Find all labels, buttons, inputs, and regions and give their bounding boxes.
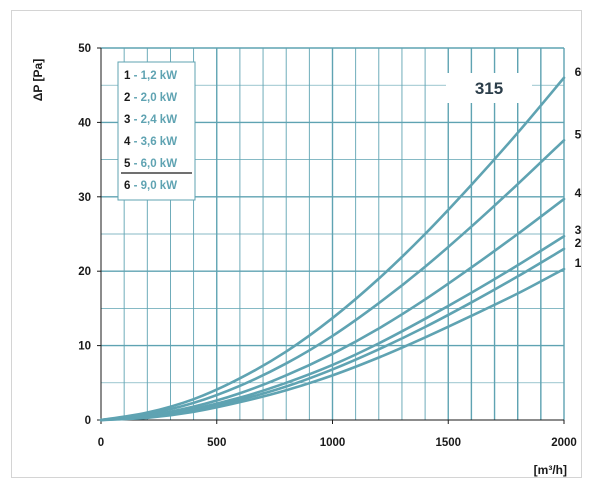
- series-line-3: [99, 234, 566, 422]
- x-tick-labels: 0 500 1000 1500 2000: [98, 437, 577, 449]
- series-label-2: 2: [575, 236, 582, 250]
- legend-entry-2: 2 - 2,0 kW: [124, 92, 177, 104]
- x-tick-label: 1000: [320, 437, 346, 449]
- series-line-4: [99, 197, 566, 422]
- x-tick-label: 1500: [435, 437, 461, 449]
- series-line-6: [99, 76, 566, 422]
- y-tick-labels: 0 10 20 30 40 50: [78, 43, 91, 427]
- legend-entry-3: 3 - 2,4 kW: [124, 114, 177, 126]
- y-tick-label: 30: [78, 192, 91, 204]
- x-tick-label: 500: [207, 437, 226, 449]
- y-tick-label: 20: [78, 266, 91, 278]
- y-tick-label: 0: [85, 415, 91, 427]
- legend-entry-4: 4 - 3,6 kW: [124, 136, 177, 148]
- series-label-3: 3: [575, 223, 582, 237]
- axes: [97, 47, 565, 424]
- size-label: 315: [475, 79, 503, 98]
- y-tick-label: 40: [78, 117, 91, 129]
- legend-entry-5: 5 - 6,0 kW: [124, 158, 177, 170]
- curves: [99, 76, 566, 422]
- legend-entry-1: 1 - 1,2 kW: [124, 70, 177, 82]
- chart-frame: [11, 10, 582, 478]
- x-axis-label: [m³/h]: [534, 463, 567, 477]
- legend: 1 - 1,2 kW 2 - 2,0 kW 3 - 2,4 kW 4 - 3,6 kW…: [117, 61, 196, 201]
- series-line-5: [99, 138, 566, 422]
- x-tick-label: 0: [98, 437, 104, 449]
- y-tick-label: 50: [78, 43, 91, 55]
- series-label-1: 1: [575, 256, 582, 270]
- size-label-box: 315: [446, 73, 532, 103]
- legend-entry-6: 6 - 9,0 kW: [124, 180, 177, 192]
- y-tick-label: 10: [78, 341, 91, 353]
- series-label-5: 5: [575, 127, 582, 141]
- series-label-6: 6: [575, 65, 582, 79]
- series-label-4: 4: [575, 186, 582, 200]
- x-tick-label: 2000: [551, 437, 577, 449]
- y-axis-label: ΔP [Pa]: [31, 59, 45, 101]
